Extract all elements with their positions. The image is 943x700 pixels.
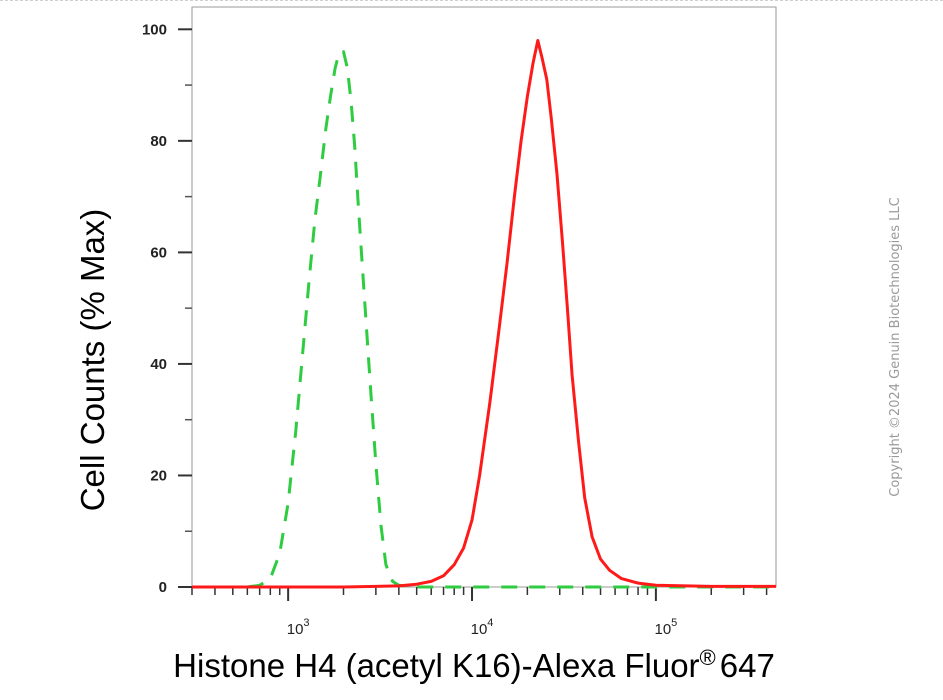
- x-tick-label: 105: [654, 617, 677, 638]
- x-axis-title-superscript: ®: [700, 645, 716, 670]
- x-axis-title: Histone H4 (acetyl K16)-Alexa Fluor® 647: [173, 645, 775, 684]
- x-tick-label-exponent: 5: [671, 617, 677, 629]
- x-tick-label: 104: [471, 617, 494, 638]
- y-axis: 0 20 40 60 80 100: [142, 21, 192, 596]
- y-tick-label: 40: [150, 356, 167, 373]
- y-tick-label: 20: [150, 467, 167, 484]
- y-tick-label: 100: [142, 21, 167, 38]
- x-tick-label-base: 10: [287, 621, 304, 638]
- top-dashed-border: [0, 0, 943, 1]
- series-layer: [192, 39, 776, 589]
- y-tick-label: 80: [150, 133, 167, 150]
- copyright-watermark: Copyright ©2024 Genuin Biotechnologies L…: [888, 197, 903, 496]
- x-tick-label-base: 10: [654, 621, 671, 638]
- x-tick-label-exponent: 4: [487, 617, 493, 629]
- y-axis-title: Cell Counts (% Max): [74, 209, 111, 512]
- histogram-series-sample: [192, 39, 776, 589]
- x-axis-title-suffix: 647: [720, 647, 775, 684]
- x-tick-label: 103: [287, 617, 310, 638]
- y-tick-label: 60: [150, 244, 167, 261]
- x-tick-label-exponent: 3: [303, 617, 309, 629]
- y-tick-label: 0: [159, 579, 167, 596]
- histogram-series-control: [192, 50, 776, 589]
- x-axis: 103 104 105: [191, 587, 768, 638]
- plot-frame: [191, 6, 777, 588]
- x-axis-title-text: Histone H4 (acetyl K16)-Alexa Fluor: [173, 647, 699, 684]
- x-tick-label-base: 10: [471, 621, 488, 638]
